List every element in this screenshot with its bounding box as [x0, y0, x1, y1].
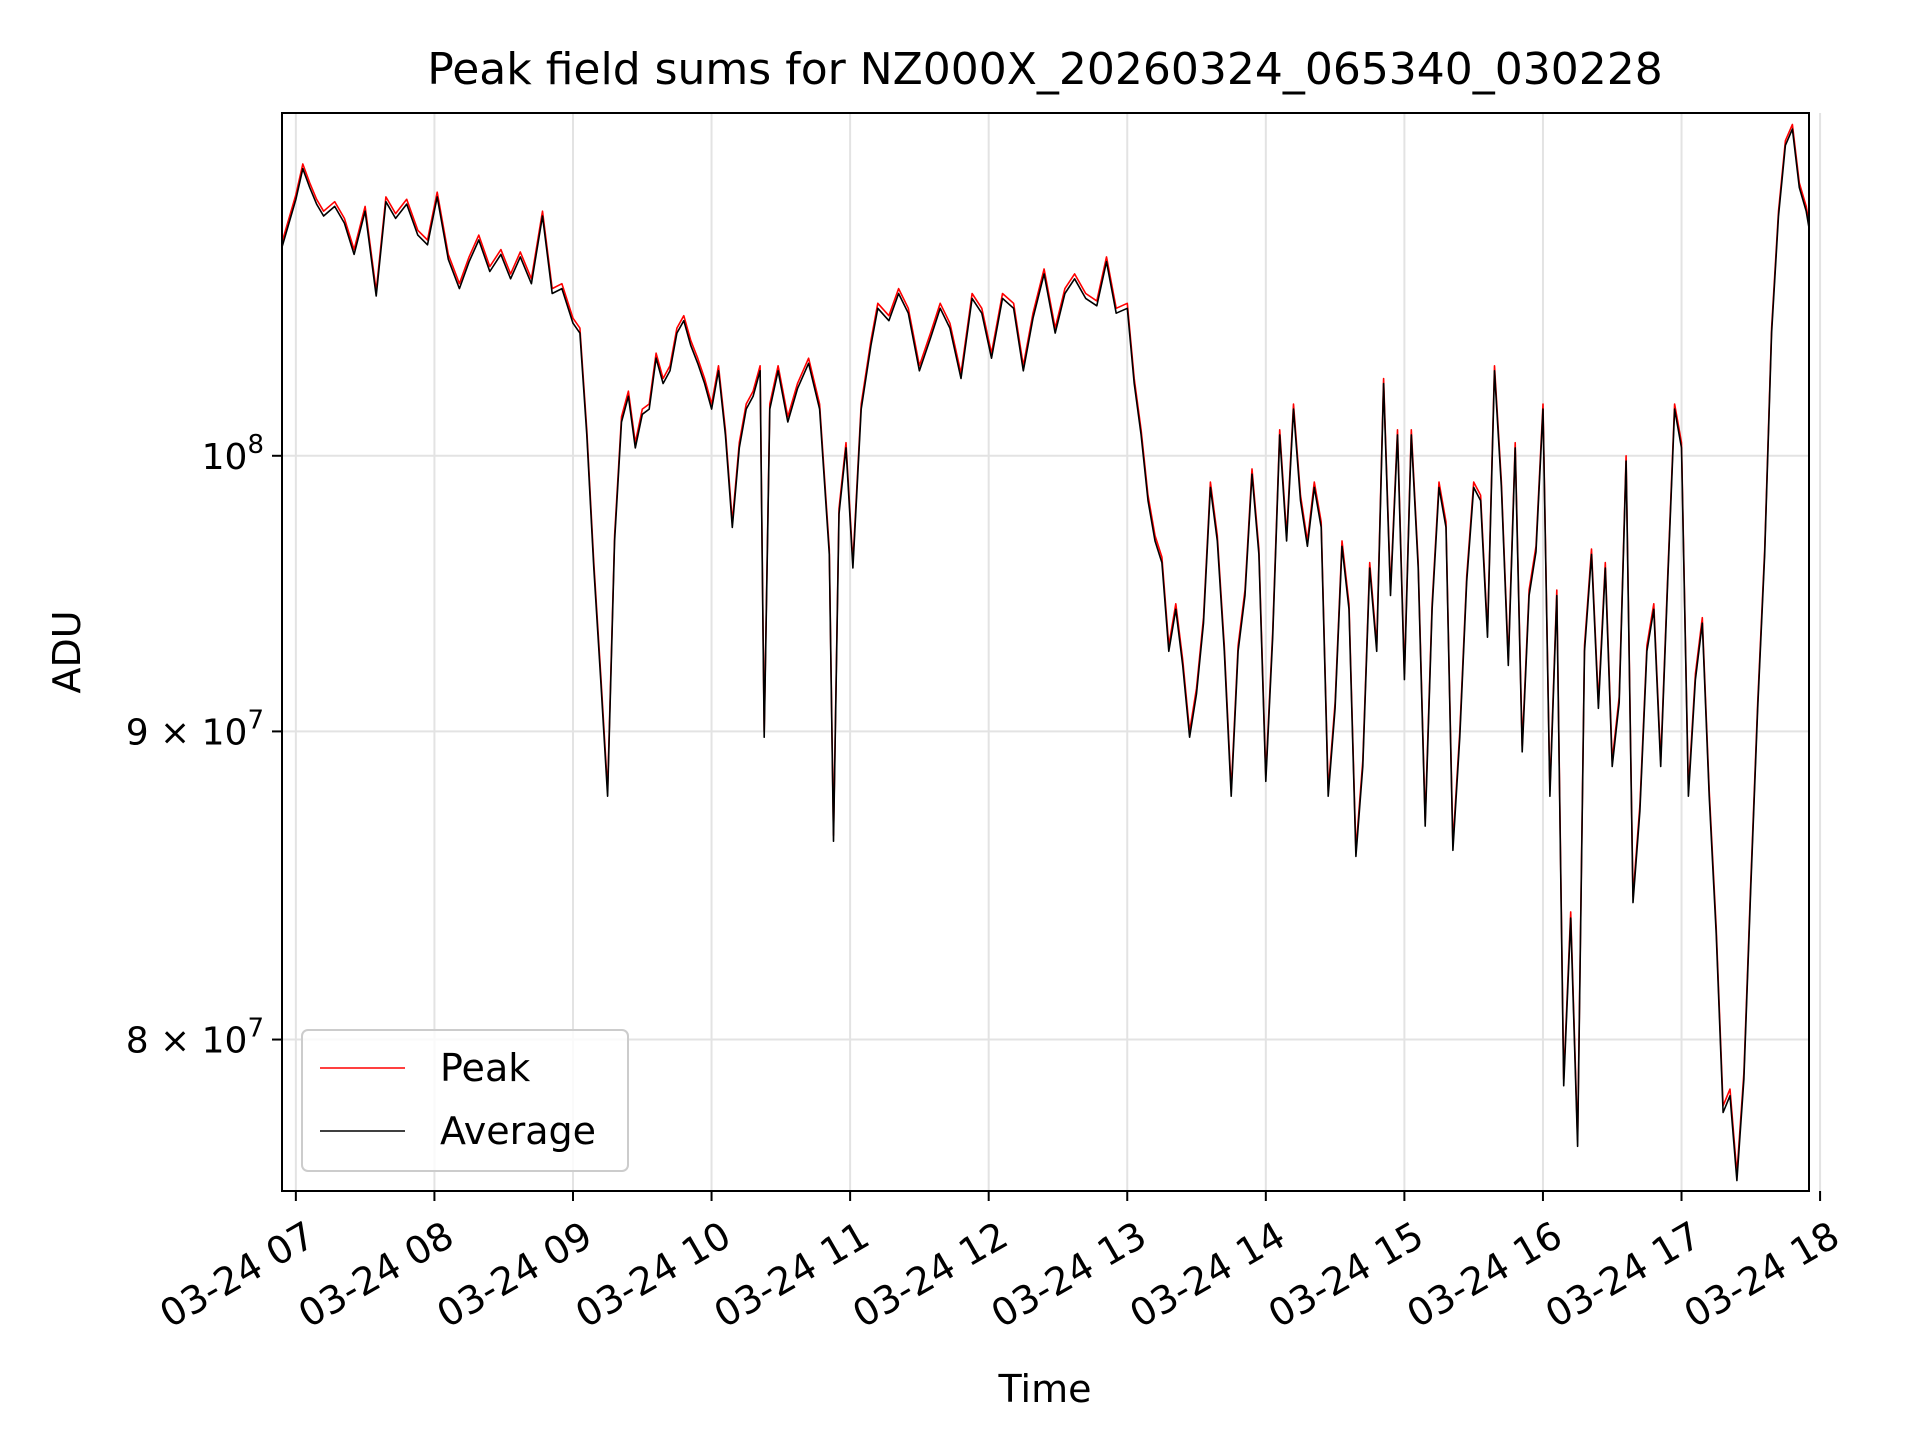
y-tick-label: 8 × 107 — [126, 1014, 264, 1062]
y-tick-label: 9 × 107 — [126, 705, 264, 753]
y-axis-ticks: 8 × 107 9 × 107 108 — [126, 430, 282, 1062]
legend-average-label: Average — [440, 1109, 596, 1153]
series-layer — [281, 123, 1810, 1182]
chart-title: Peak field sums for NZ000X_20260324_0653… — [427, 44, 1663, 95]
y-axis-label: ADU — [45, 610, 89, 693]
legend-box — [301, 1029, 629, 1172]
y-tick-label: 108 — [202, 430, 264, 478]
x-axis-label: Time — [998, 1367, 1092, 1411]
plot-frame — [281, 112, 1810, 1192]
series-line-average — [281, 128, 1810, 1182]
legend: Peak Average — [301, 1029, 629, 1172]
grid — [282, 113, 1822, 1191]
legend-peak-label: Peak — [440, 1046, 530, 1090]
